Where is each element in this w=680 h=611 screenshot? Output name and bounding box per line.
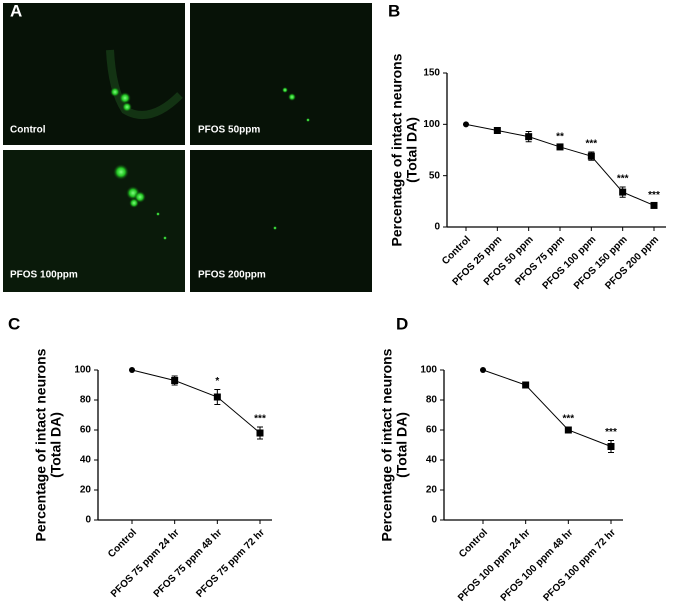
x-tick-label: PFOS 100 ppm 72 hr bbox=[541, 527, 618, 604]
y-tick-label: 50 bbox=[429, 170, 441, 181]
y-tick-label: 60 bbox=[80, 425, 92, 436]
image-label: PFOS 200ppm bbox=[198, 270, 266, 281]
marker bbox=[525, 133, 533, 141]
neuron bbox=[306, 118, 310, 122]
y-axis-label: Percentage of intact neurons bbox=[379, 348, 395, 541]
image-label: Control bbox=[10, 125, 46, 136]
chart: B Percentage of intact neurons (Total DA) 0… bbox=[388, 1, 666, 292]
x-tick-label: Control bbox=[106, 527, 139, 560]
y-tick-label: 0 bbox=[85, 515, 91, 526]
marker bbox=[493, 126, 501, 134]
neuron bbox=[163, 236, 167, 240]
panel-a: A Control PFOS 50ppm PFOS 100ppm PFOS 20… bbox=[3, 1, 372, 292]
micrograph bbox=[190, 3, 372, 145]
significance: * bbox=[215, 376, 219, 387]
neuron bbox=[273, 226, 277, 230]
y-tick-label: 40 bbox=[80, 455, 92, 466]
marker bbox=[564, 426, 572, 434]
marker bbox=[256, 429, 264, 437]
significance: *** bbox=[648, 190, 660, 201]
marker bbox=[213, 393, 221, 401]
neuron bbox=[282, 87, 288, 93]
panel-label: C bbox=[8, 314, 20, 333]
line bbox=[482, 369, 612, 447]
y-tick-label: 20 bbox=[80, 485, 92, 496]
y-tick-label: 100 bbox=[423, 119, 440, 130]
marker bbox=[171, 377, 179, 384]
neuron bbox=[110, 87, 120, 97]
y-tick-label: 80 bbox=[426, 395, 438, 406]
neuron bbox=[129, 198, 139, 208]
marker bbox=[607, 443, 615, 450]
y-axis-label: (Total DA) bbox=[48, 412, 64, 478]
marker bbox=[650, 201, 658, 209]
y-axis-label: Percentage of intact neurons bbox=[389, 53, 405, 246]
chart: C Percentage of intact neurons (Total DA) 0… bbox=[8, 314, 272, 600]
neuron bbox=[113, 164, 129, 180]
neuron bbox=[156, 212, 160, 216]
significance: *** bbox=[605, 427, 617, 438]
y-tick-label: 40 bbox=[426, 455, 438, 466]
marker bbox=[556, 143, 564, 151]
significance: *** bbox=[585, 139, 597, 150]
y-axis-label: Percentage of intact neurons bbox=[33, 348, 49, 541]
significance: *** bbox=[254, 414, 266, 425]
y-tick-label: 0 bbox=[431, 515, 437, 526]
marker bbox=[129, 367, 135, 373]
x-tick-label: PFOS 100 ppm 48 hr bbox=[499, 527, 576, 604]
y-tick-label: 80 bbox=[80, 395, 92, 406]
panel-label: B bbox=[388, 1, 400, 20]
significance: ** bbox=[556, 132, 564, 143]
image-label: PFOS 100ppm bbox=[10, 270, 78, 281]
significance: *** bbox=[562, 414, 574, 425]
marker bbox=[587, 152, 595, 160]
micrograph bbox=[3, 150, 185, 292]
line bbox=[131, 369, 261, 434]
y-axis-label: (Total DA) bbox=[404, 117, 420, 183]
y-tick-label: 20 bbox=[426, 485, 438, 496]
y-tick-label: 60 bbox=[426, 425, 438, 436]
panel-label: D bbox=[396, 314, 408, 333]
neuron bbox=[122, 102, 132, 112]
neuron bbox=[288, 93, 296, 101]
significance: *** bbox=[617, 174, 629, 185]
image-label: PFOS 50ppm bbox=[198, 125, 260, 136]
marker bbox=[619, 188, 627, 196]
y-tick-label: 100 bbox=[74, 365, 91, 376]
x-tick-label: Control bbox=[457, 527, 490, 560]
micrograph bbox=[3, 3, 185, 145]
y-tick-label: 0 bbox=[434, 222, 440, 233]
marker bbox=[522, 381, 530, 389]
y-axis-label: (Total DA) bbox=[394, 412, 410, 478]
panel-label: A bbox=[10, 1, 22, 20]
x-tick-label: PFOS 100 ppm 24 hr bbox=[456, 527, 533, 604]
micrograph bbox=[190, 150, 372, 292]
marker bbox=[463, 121, 469, 128]
neuron bbox=[119, 92, 131, 104]
marker bbox=[480, 367, 486, 373]
y-tick-label: 100 bbox=[420, 365, 437, 376]
y-tick-label: 150 bbox=[423, 68, 440, 79]
